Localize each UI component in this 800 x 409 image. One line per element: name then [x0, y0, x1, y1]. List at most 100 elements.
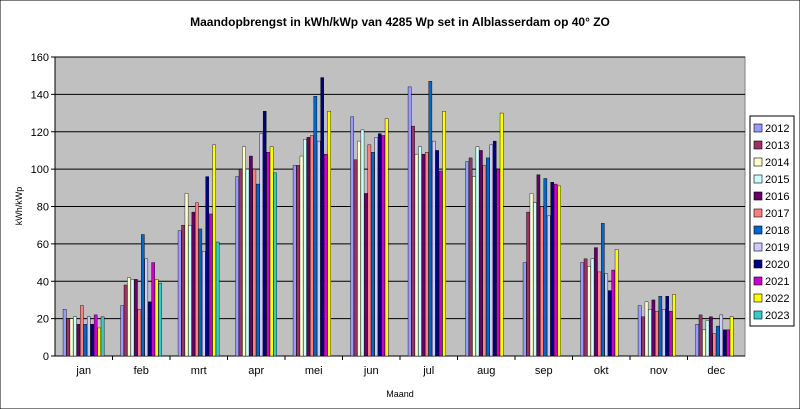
- bar: [641, 316, 645, 357]
- bar: [303, 139, 307, 357]
- legend-swatch: [753, 157, 763, 167]
- legend-label: 2012: [765, 123, 789, 135]
- bar: [327, 110, 331, 357]
- bar: [597, 271, 602, 357]
- bar: [442, 110, 446, 357]
- bar: [245, 168, 250, 357]
- bar: [428, 81, 433, 357]
- bar: [665, 296, 670, 357]
- bar: [611, 269, 615, 357]
- bar: [130, 279, 135, 357]
- legend-label: 2014: [765, 157, 789, 169]
- y-tick-label: 80: [37, 202, 49, 214]
- bar: [371, 152, 375, 357]
- bar: [367, 144, 372, 357]
- bar: [144, 258, 149, 357]
- bar: [310, 135, 314, 357]
- bar: [414, 153, 419, 357]
- y-tick-label: 20: [37, 314, 49, 326]
- bar: [651, 299, 656, 357]
- bar: [614, 249, 619, 357]
- bar: [269, 146, 274, 357]
- bar: [93, 314, 98, 357]
- bar: [529, 193, 534, 357]
- bar: [242, 146, 246, 357]
- bar: [249, 155, 253, 357]
- bar: [489, 144, 494, 357]
- bar: [73, 316, 77, 357]
- legend-label: 2023: [765, 310, 789, 322]
- bar: [364, 193, 368, 357]
- bar: [407, 86, 412, 357]
- bar: [522, 262, 527, 357]
- bar: [384, 118, 389, 357]
- bar: [729, 316, 734, 357]
- legend-swatch: [753, 310, 763, 320]
- bar: [296, 165, 300, 357]
- bar: [360, 129, 365, 357]
- y-axis-label: kWh/kWp: [14, 187, 24, 226]
- y-tick-label: 60: [37, 239, 49, 251]
- bar: [648, 309, 652, 357]
- bar: [594, 247, 598, 357]
- bar: [154, 279, 159, 357]
- legend-swatch: [753, 191, 763, 201]
- bar: [62, 309, 67, 357]
- bar: [705, 320, 710, 357]
- bar: [83, 324, 88, 357]
- bar: [604, 273, 609, 357]
- legend-label: 2019: [765, 242, 789, 254]
- bar: [425, 152, 429, 357]
- bar: [266, 152, 270, 357]
- bar: [252, 168, 257, 357]
- bar: [672, 294, 676, 357]
- bar: [181, 224, 185, 357]
- bar: [418, 146, 422, 357]
- bar: [421, 153, 426, 357]
- bar: [76, 324, 81, 357]
- legend-swatch: [753, 123, 763, 133]
- bar: [479, 150, 483, 357]
- bar: [698, 314, 703, 357]
- legend-label: 2015: [765, 174, 789, 186]
- bar: [547, 215, 551, 357]
- bar: [465, 161, 469, 357]
- bar: [317, 140, 321, 357]
- legend-swatch: [753, 242, 763, 252]
- bar: [587, 266, 591, 357]
- bar: [357, 140, 361, 357]
- legend-label: 2016: [765, 191, 789, 203]
- legend-swatch: [753, 259, 763, 269]
- legend-label: 2013: [765, 140, 789, 152]
- x-tick-label: okt: [594, 365, 609, 377]
- bar: [435, 150, 439, 357]
- bar: [86, 316, 91, 357]
- bar: [716, 325, 720, 357]
- x-tick-label: mrt: [191, 365, 207, 377]
- bar: [644, 301, 649, 357]
- bar: [313, 96, 318, 357]
- bar: [590, 258, 595, 357]
- bar: [662, 309, 666, 357]
- y-tick-label: 140: [31, 89, 49, 101]
- bar: [188, 224, 192, 357]
- bar: [353, 159, 358, 357]
- bar: [486, 157, 490, 357]
- bar: [184, 193, 189, 357]
- bar: [215, 241, 220, 357]
- bar: [151, 262, 155, 357]
- bar: [712, 333, 717, 357]
- bar: [292, 165, 297, 357]
- legend-label: 2022: [765, 293, 789, 305]
- bar: [147, 301, 152, 357]
- bar: [238, 168, 243, 357]
- bar: [411, 125, 415, 357]
- bar: [601, 223, 605, 357]
- bar: [323, 153, 328, 357]
- bar: [580, 262, 584, 357]
- bar: [100, 316, 105, 357]
- bar: [557, 185, 561, 357]
- bar: [123, 284, 128, 357]
- bar: [127, 277, 131, 357]
